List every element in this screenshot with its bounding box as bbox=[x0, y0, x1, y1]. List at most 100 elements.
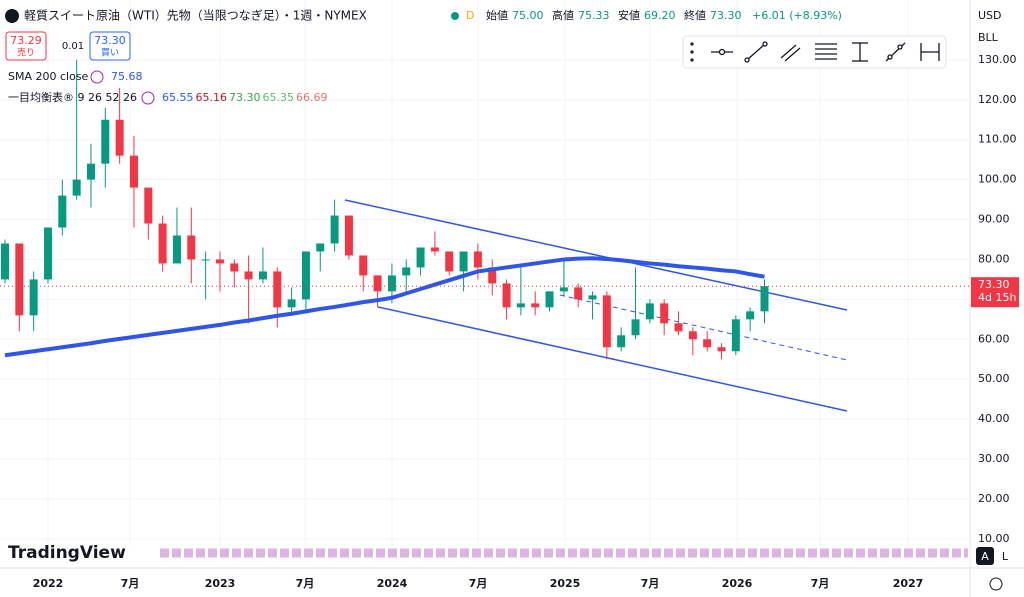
sell-price: 73.29 bbox=[10, 34, 42, 47]
candle-body bbox=[703, 339, 712, 348]
ohlc: 始値 75.00 高値 75.33 安値 69.20 終値 73.30 bbox=[486, 8, 742, 22]
y-tick-label: 30.00 bbox=[978, 452, 1010, 465]
indicator-value: 66.69 bbox=[296, 91, 328, 104]
candle-body bbox=[746, 311, 755, 320]
candle-body bbox=[531, 303, 540, 308]
candle-body bbox=[158, 223, 167, 264]
candle-body bbox=[473, 251, 482, 268]
candle-body bbox=[445, 251, 454, 272]
candle-body bbox=[373, 275, 382, 292]
footer-bar bbox=[0, 546, 970, 566]
y-tick-label: 40.00 bbox=[978, 412, 1010, 425]
x-tick-label: 2026 bbox=[722, 577, 753, 590]
indicator-icon bbox=[90, 70, 104, 84]
x-tick-label: 7月 bbox=[469, 577, 488, 590]
x-tick-label: 2024 bbox=[377, 577, 408, 590]
y-tick-label: 50.00 bbox=[978, 372, 1010, 385]
x-tick-label: 7月 bbox=[811, 577, 830, 590]
currency[interactable]: USD bbox=[978, 9, 1002, 22]
last-price-box bbox=[971, 277, 1019, 308]
candle-body bbox=[1, 243, 9, 280]
indicator-value: 65.35 bbox=[263, 91, 295, 104]
candle-body bbox=[172, 235, 181, 264]
candle-body bbox=[301, 251, 310, 300]
y-tick-label: 80.00 bbox=[978, 252, 1010, 265]
y-tick-label: 20.00 bbox=[978, 492, 1010, 505]
candle-body bbox=[215, 259, 224, 264]
log-label[interactable]: L bbox=[1002, 550, 1009, 563]
candle-body bbox=[645, 303, 654, 320]
buy-button[interactable] bbox=[89, 31, 131, 61]
channel-lower bbox=[377, 306, 848, 412]
candle-body bbox=[416, 247, 425, 268]
candle-body bbox=[316, 243, 325, 252]
status-dot bbox=[451, 12, 459, 20]
ohlc-label: 終値 bbox=[684, 8, 706, 22]
x-tick-label: 2027 bbox=[893, 577, 924, 590]
candle-body bbox=[330, 215, 339, 244]
candle-body bbox=[731, 319, 740, 352]
candle-body bbox=[258, 271, 267, 280]
market-status: D bbox=[466, 9, 474, 22]
indicator-icon bbox=[141, 91, 155, 105]
title: 軽質スイート原油（WTI）先物（当限つなぎ足）・1週・NYMEX bbox=[24, 8, 367, 23]
ohlc-label: 始値 bbox=[486, 8, 508, 22]
candle-body bbox=[29, 279, 38, 316]
candle-body bbox=[688, 331, 697, 340]
candle-body bbox=[760, 286, 769, 312]
settings-icon[interactable] bbox=[989, 577, 1003, 591]
candle-body bbox=[459, 251, 468, 272]
countdown: 4d 15h bbox=[978, 291, 1016, 304]
indicator-value: 65.16 bbox=[196, 91, 228, 104]
candle-body bbox=[72, 179, 81, 196]
x-tick-label: 2025 bbox=[550, 577, 581, 590]
candle-body bbox=[359, 255, 368, 276]
indicator-value: 73.30 bbox=[229, 91, 261, 104]
candle-body bbox=[660, 303, 669, 324]
ohlc-value: 75.33 bbox=[578, 9, 610, 22]
x-tick-label: 7月 bbox=[296, 577, 315, 590]
toolbar-icons[interactable] bbox=[690, 41, 940, 63]
candle-body bbox=[344, 215, 353, 256]
candle-body bbox=[545, 291, 554, 308]
ohlc-value: 75.00 bbox=[512, 9, 544, 22]
x-tick-label: 7月 bbox=[121, 577, 140, 590]
candle-body bbox=[43, 227, 52, 280]
candle-body bbox=[574, 287, 583, 300]
candle-body bbox=[201, 259, 210, 261]
ohlc-value: 73.30 bbox=[710, 9, 742, 22]
auto-button[interactable] bbox=[976, 547, 994, 565]
indicator-value: 75.68 bbox=[111, 70, 143, 83]
logo: TradingView bbox=[8, 543, 126, 563]
sma-line bbox=[4, 256, 765, 358]
x-tick-label: 2023 bbox=[205, 577, 236, 590]
candle-body bbox=[387, 275, 396, 292]
candle-body bbox=[430, 247, 439, 252]
ohlc-label: 安値 bbox=[618, 8, 640, 22]
ohlc-label: 高値 bbox=[552, 8, 574, 22]
y-tick-label: 60.00 bbox=[978, 332, 1010, 345]
candle-body bbox=[588, 295, 597, 300]
candle-body bbox=[602, 295, 611, 348]
candle-body bbox=[244, 271, 253, 280]
candle-body bbox=[402, 267, 411, 276]
candle-body bbox=[144, 187, 153, 224]
candle-body bbox=[273, 271, 282, 308]
indicator-values: 65.55 65.16 73.30 65.35 66.69 bbox=[162, 91, 328, 104]
grid bbox=[0, 0, 970, 568]
candle-body bbox=[129, 155, 138, 188]
sell-button[interactable] bbox=[5, 31, 47, 61]
candle-body bbox=[15, 243, 24, 316]
candle-body bbox=[86, 163, 95, 180]
candle-body bbox=[631, 319, 640, 336]
candle-body bbox=[674, 323, 683, 332]
x-tick-label: 2022 bbox=[33, 577, 64, 590]
candle-body bbox=[717, 347, 726, 352]
candle-body bbox=[58, 195, 67, 228]
candle-body bbox=[617, 335, 626, 348]
candle-body bbox=[187, 235, 196, 260]
sell-label: 売り bbox=[17, 47, 35, 59]
unit[interactable]: BLL bbox=[978, 31, 999, 44]
